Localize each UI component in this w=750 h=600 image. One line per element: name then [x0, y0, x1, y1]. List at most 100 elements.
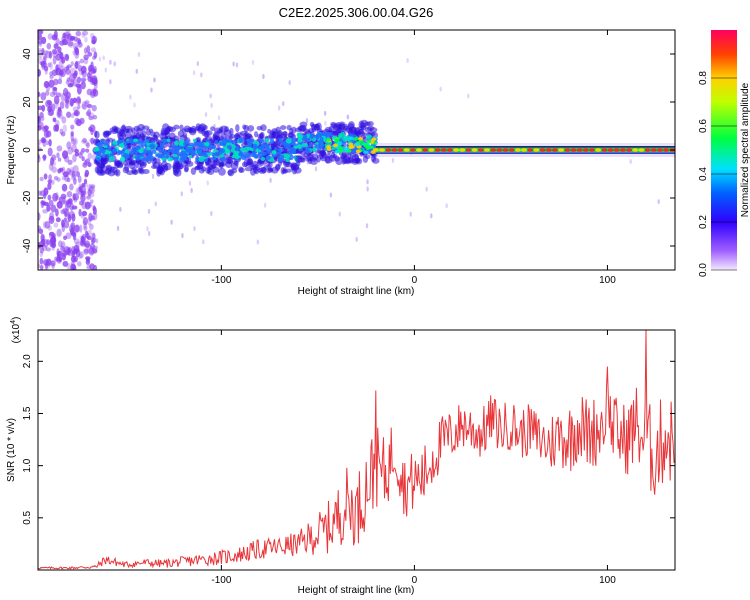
spectrogram-noise-point — [91, 238, 95, 245]
spectrogram-band-core-blob — [159, 142, 165, 148]
spectrogram-noise-point — [73, 137, 78, 146]
spectrogram-band-core-blob — [124, 140, 130, 144]
spectrogram-noise-point — [88, 212, 93, 222]
spectrogram-noise-point — [38, 147, 42, 152]
spectrogram-band-core-blob — [220, 148, 226, 154]
snr-ytick-label: 1.0 — [22, 458, 33, 472]
spectrogram-noise-point — [42, 209, 49, 214]
spectrogram-panel: -100 0 100 -40 -20 0 20 40 Height of straight l… — [6, 29, 676, 297]
spectrogram-band-blob — [172, 169, 179, 176]
spectrogram-band-core-blob — [340, 131, 345, 138]
spectrogram-scatter-point — [104, 67, 107, 73]
spectrogram-noise-point — [51, 242, 57, 249]
spectrogram-noise-point — [68, 39, 74, 49]
spectrogram-noise-point — [38, 30, 43, 37]
spectrogram-noise-point — [55, 53, 61, 61]
spectrogram-scatter-point — [314, 166, 318, 172]
spectrogram-noise-point — [62, 196, 66, 204]
spectrogram-noise-point — [58, 114, 64, 120]
spectrogram-noise-point — [66, 167, 71, 175]
spectrogram-band-blob — [343, 123, 349, 131]
spectrogram-noise-point — [72, 154, 77, 163]
colorbar-tick-label: 0.2 — [698, 215, 709, 229]
spectrogram-noise-point — [92, 88, 99, 97]
spectrogram-noise-point — [50, 260, 56, 267]
spectrogram-noise-point — [44, 220, 51, 229]
spectrogram-narrow-core — [656, 148, 663, 152]
spectrogram-noise-point — [66, 190, 73, 198]
spectrogram-noise-point — [78, 151, 83, 159]
spectrogram-noise-point — [39, 111, 44, 119]
spectrogram-band-core-blob — [265, 155, 271, 160]
spectrogram-band-core-blob — [284, 153, 291, 159]
spectrogram-noise-point — [55, 208, 59, 217]
spectrogram-scatter-point — [406, 58, 409, 64]
spectrogram-noise-point — [89, 263, 95, 270]
spectrogram-noise-point — [55, 64, 59, 72]
spectrogram-noise-point — [49, 160, 57, 167]
spectrogram-band-blob — [235, 124, 240, 132]
spectrogram-narrow-core — [601, 148, 608, 152]
spectrogram-noise-point — [91, 186, 96, 194]
spectrogram-noise-point — [38, 116, 42, 124]
spectrogram-band-core-blob — [266, 147, 272, 154]
spectrogram-band-core-blob — [319, 136, 324, 143]
spectrogram-band-core-blob — [301, 143, 308, 148]
spectrogram-noise-point — [83, 178, 88, 185]
spectrogram-band-core-blob — [269, 138, 275, 144]
spectrogram-noise-point — [38, 263, 41, 269]
spectrogram-noise-point — [54, 100, 59, 109]
spectrogram-narrow-core — [477, 148, 484, 152]
spectrogram-noise-point — [84, 36, 88, 43]
spectrogram-noise-point — [47, 33, 53, 40]
spectrogram-noise-point — [64, 98, 68, 106]
spectrogram-noise-point — [64, 211, 68, 218]
snr-xtick-label: 0 — [412, 575, 418, 586]
spectrogram-scatter-point — [235, 62, 239, 68]
colorbar-tick-label: 0.6 — [698, 119, 709, 133]
spectrogram-noise-point — [65, 111, 72, 118]
spectrogram-scatter-point — [425, 186, 428, 192]
spectrogram-noise-point — [79, 239, 85, 246]
spectrogram-noise-point — [77, 41, 83, 48]
spectrogram-noise-point — [74, 60, 79, 70]
spectrogram-noise-point — [56, 152, 60, 159]
spectrogram-noise-point — [58, 255, 62, 263]
spectrogram-noise-point — [84, 101, 90, 107]
svg-text:(x104): (x104) — [10, 317, 22, 344]
spectrogram-band-blob — [190, 167, 197, 175]
spectrogram-narrow-core — [545, 148, 552, 152]
spectrogram-band-blob — [163, 143, 168, 148]
spectrogram-band-core-blob — [147, 151, 153, 158]
spectrogram-noise-point — [47, 182, 52, 190]
spectrogram-noise-point — [47, 110, 54, 117]
spectrogram-noise-point — [67, 83, 73, 88]
spectrogram-transition-blob — [371, 137, 377, 142]
spectrogram-band-blob — [212, 166, 220, 173]
colorbar-tick-label: 0.4 — [698, 167, 709, 181]
spectrogram-band-core-blob — [167, 148, 172, 153]
spectrogram-noise-point — [73, 177, 77, 185]
spectrogram-band-core-blob — [182, 142, 188, 146]
spectrogram-band-core-blob — [264, 137, 270, 144]
spectrogram-band-blob — [218, 161, 225, 167]
spectrogram-ytick-label: -20 — [22, 190, 33, 205]
spectrogram-band-core-blob — [285, 137, 292, 144]
spectrogram-scatter-point — [137, 52, 141, 58]
spectrogram-noise-point — [57, 168, 62, 174]
spectrogram-band-core-blob — [100, 138, 105, 143]
spectrogram-band-blob — [247, 125, 255, 132]
spectrogram-transition-blob — [354, 142, 360, 147]
spectrogram-scatter-point — [133, 102, 136, 108]
spectrogram-noise-point — [81, 32, 86, 38]
spectrogram-narrow-core — [607, 148, 614, 152]
spectrogram-scatter-point — [391, 157, 395, 163]
spectrogram-scatter-point — [366, 186, 369, 192]
spectrogram-noise-point — [62, 260, 69, 267]
spectrogram-band-blob — [120, 125, 127, 133]
spectrogram-noise-point — [64, 54, 70, 62]
spectrogram-noise-point — [90, 88, 97, 97]
spectrogram-scatter-point — [288, 80, 291, 86]
spectrogram-band-core-blob — [230, 148, 236, 153]
spectrogram-noise-point — [38, 139, 42, 144]
